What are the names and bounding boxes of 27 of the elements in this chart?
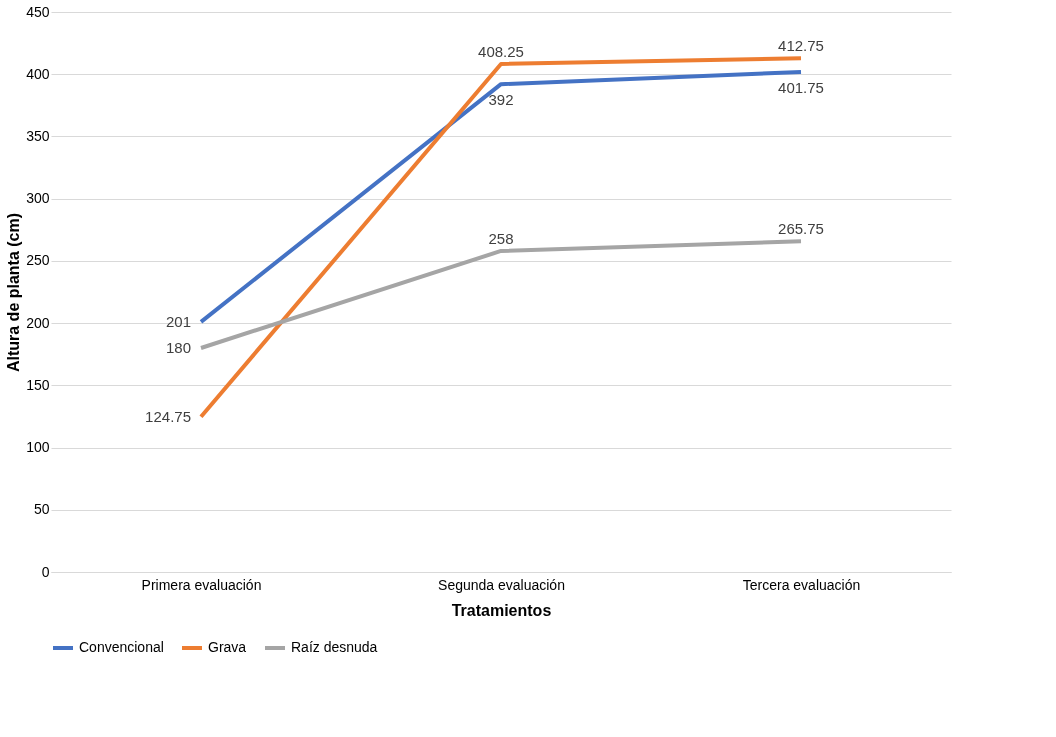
y-tick-label: 300 <box>26 190 50 207</box>
y-tick-label: 350 <box>26 127 50 144</box>
y-tick-label: 400 <box>26 65 50 82</box>
data-label: 408.25 <box>478 42 524 60</box>
y-tick-label: 450 <box>26 3 50 20</box>
x-tick-label: Tercera evaluación <box>742 576 861 593</box>
legend-label: Raíz desnuda <box>291 639 378 655</box>
data-label: 124.75 <box>145 407 191 425</box>
y-tick-label: 250 <box>26 252 50 269</box>
data-label: 201 <box>165 312 191 330</box>
x-tick-label: Primera evaluación <box>141 576 262 593</box>
legend-label: Grava <box>208 639 247 655</box>
data-label: 180 <box>165 339 191 356</box>
y-tick-label: 150 <box>26 376 50 393</box>
data-label: 392 <box>488 91 514 109</box>
x-tick-label: Segunda evaluación <box>438 576 565 593</box>
y-axis-title: Altura de planta (cm) <box>5 212 23 373</box>
data-label: 412.75 <box>778 37 824 55</box>
x-axis-title: Tratamientos <box>451 601 552 619</box>
y-tick-label: 0 <box>41 563 50 580</box>
data-label: 401.75 <box>778 79 824 97</box>
y-tick-label: 200 <box>26 314 50 331</box>
y-tick-label: 50 <box>33 501 50 518</box>
data-label: 265.75 <box>778 220 824 238</box>
data-label: 258 <box>488 229 514 247</box>
y-tick-label: 100 <box>26 439 50 456</box>
legend-label: Convencional <box>79 639 164 655</box>
